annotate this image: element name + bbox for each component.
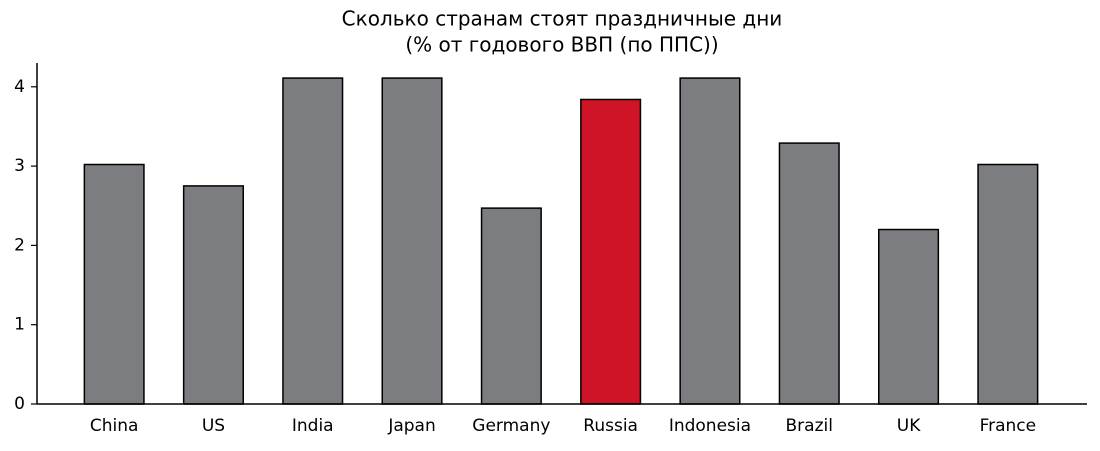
x-tick-label: India xyxy=(292,416,334,436)
y-tick-label: 2 xyxy=(14,235,25,255)
x-tick-label: France xyxy=(980,416,1037,436)
bar xyxy=(580,98,642,405)
bar xyxy=(778,142,840,405)
bar xyxy=(381,77,443,405)
bar xyxy=(878,228,940,405)
x-tick-label: Brazil xyxy=(786,416,833,436)
bar xyxy=(480,207,542,405)
bar xyxy=(282,77,344,405)
x-tick-label: UK xyxy=(897,416,921,436)
bar xyxy=(977,163,1039,405)
y-tick-label: 1 xyxy=(14,315,25,335)
chart-subtitle: (% от годового ВВП (по ППС)) xyxy=(405,33,718,57)
x-tick-label: US xyxy=(202,416,225,436)
bar xyxy=(182,185,244,405)
bar xyxy=(83,163,145,405)
y-tick-label: 4 xyxy=(14,77,25,97)
y-tick-label: 3 xyxy=(14,156,25,176)
x-tick-label: Indonesia xyxy=(669,416,751,436)
bar xyxy=(679,77,741,405)
x-tick-label: Germany xyxy=(472,416,550,436)
chart-title: Сколько странам стоят праздничные дни xyxy=(342,7,783,31)
y-tick-label: 0 xyxy=(14,394,25,414)
x-tick-label: Russia xyxy=(583,416,638,436)
x-tick-label: China xyxy=(90,416,139,436)
x-tick-label: Japan xyxy=(387,416,435,436)
